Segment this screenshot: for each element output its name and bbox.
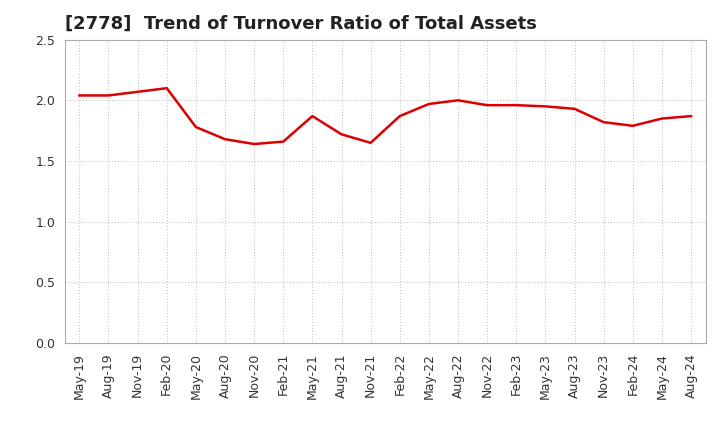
Text: [2778]  Trend of Turnover Ratio of Total Assets: [2778] Trend of Turnover Ratio of Total … xyxy=(65,15,536,33)
